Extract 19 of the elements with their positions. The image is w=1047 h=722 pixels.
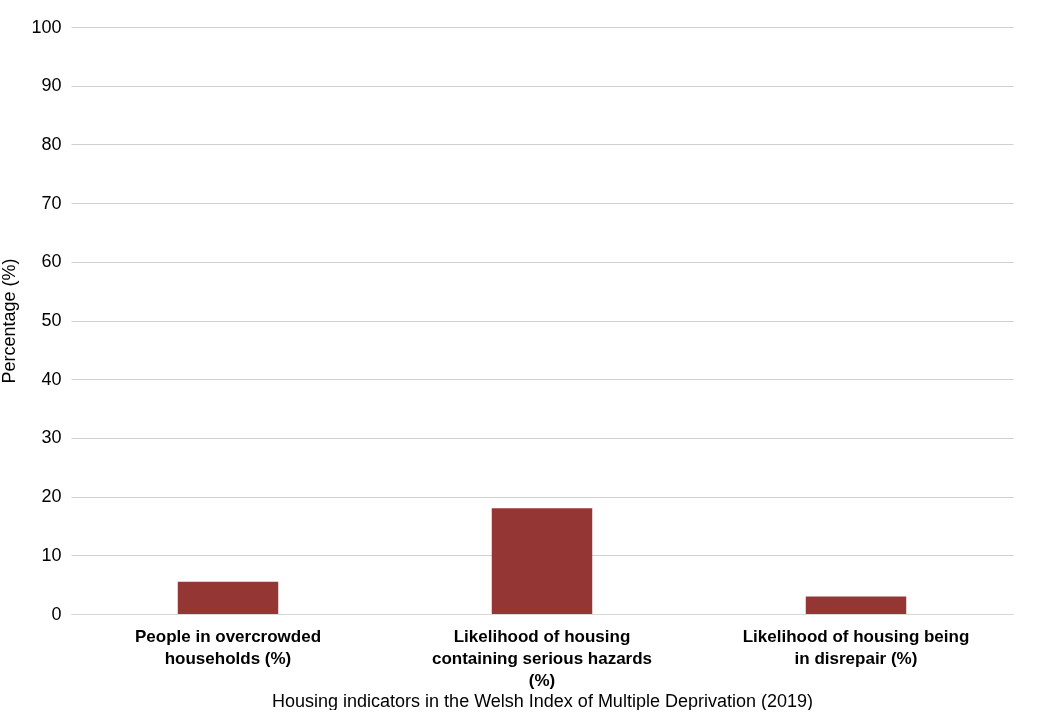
x-tick-label: Likelihood of housing containing serious hazards (%) [431, 626, 653, 690]
y-tick-label: 90 [41, 75, 62, 96]
y-axis-title: Percentage (%) [0, 258, 20, 384]
y-tick-label: 100 [31, 16, 62, 37]
bar [805, 596, 907, 614]
x-axis-title: Housing indicators in the Welsh Index of Multiple Deprivation (2019) [272, 690, 813, 711]
y-tick-label: 80 [41, 133, 62, 154]
y-tick-label: 30 [41, 427, 62, 448]
y-tick-label: 60 [41, 251, 62, 272]
y-tick-label: 20 [41, 486, 62, 507]
x-tick-label: People in overcrowded households (%) [134, 626, 322, 668]
bar [177, 581, 279, 614]
y-tick-label: 50 [41, 310, 62, 330]
y-tick-label: 0 [51, 603, 62, 624]
y-tick-label: 10 [41, 544, 62, 565]
x-tick-label: Likelihood of housing being in disrepair (%) [742, 626, 970, 668]
y-tick-label: 40 [41, 368, 62, 389]
y-tick-label: 70 [41, 192, 62, 213]
bar [491, 508, 593, 614]
